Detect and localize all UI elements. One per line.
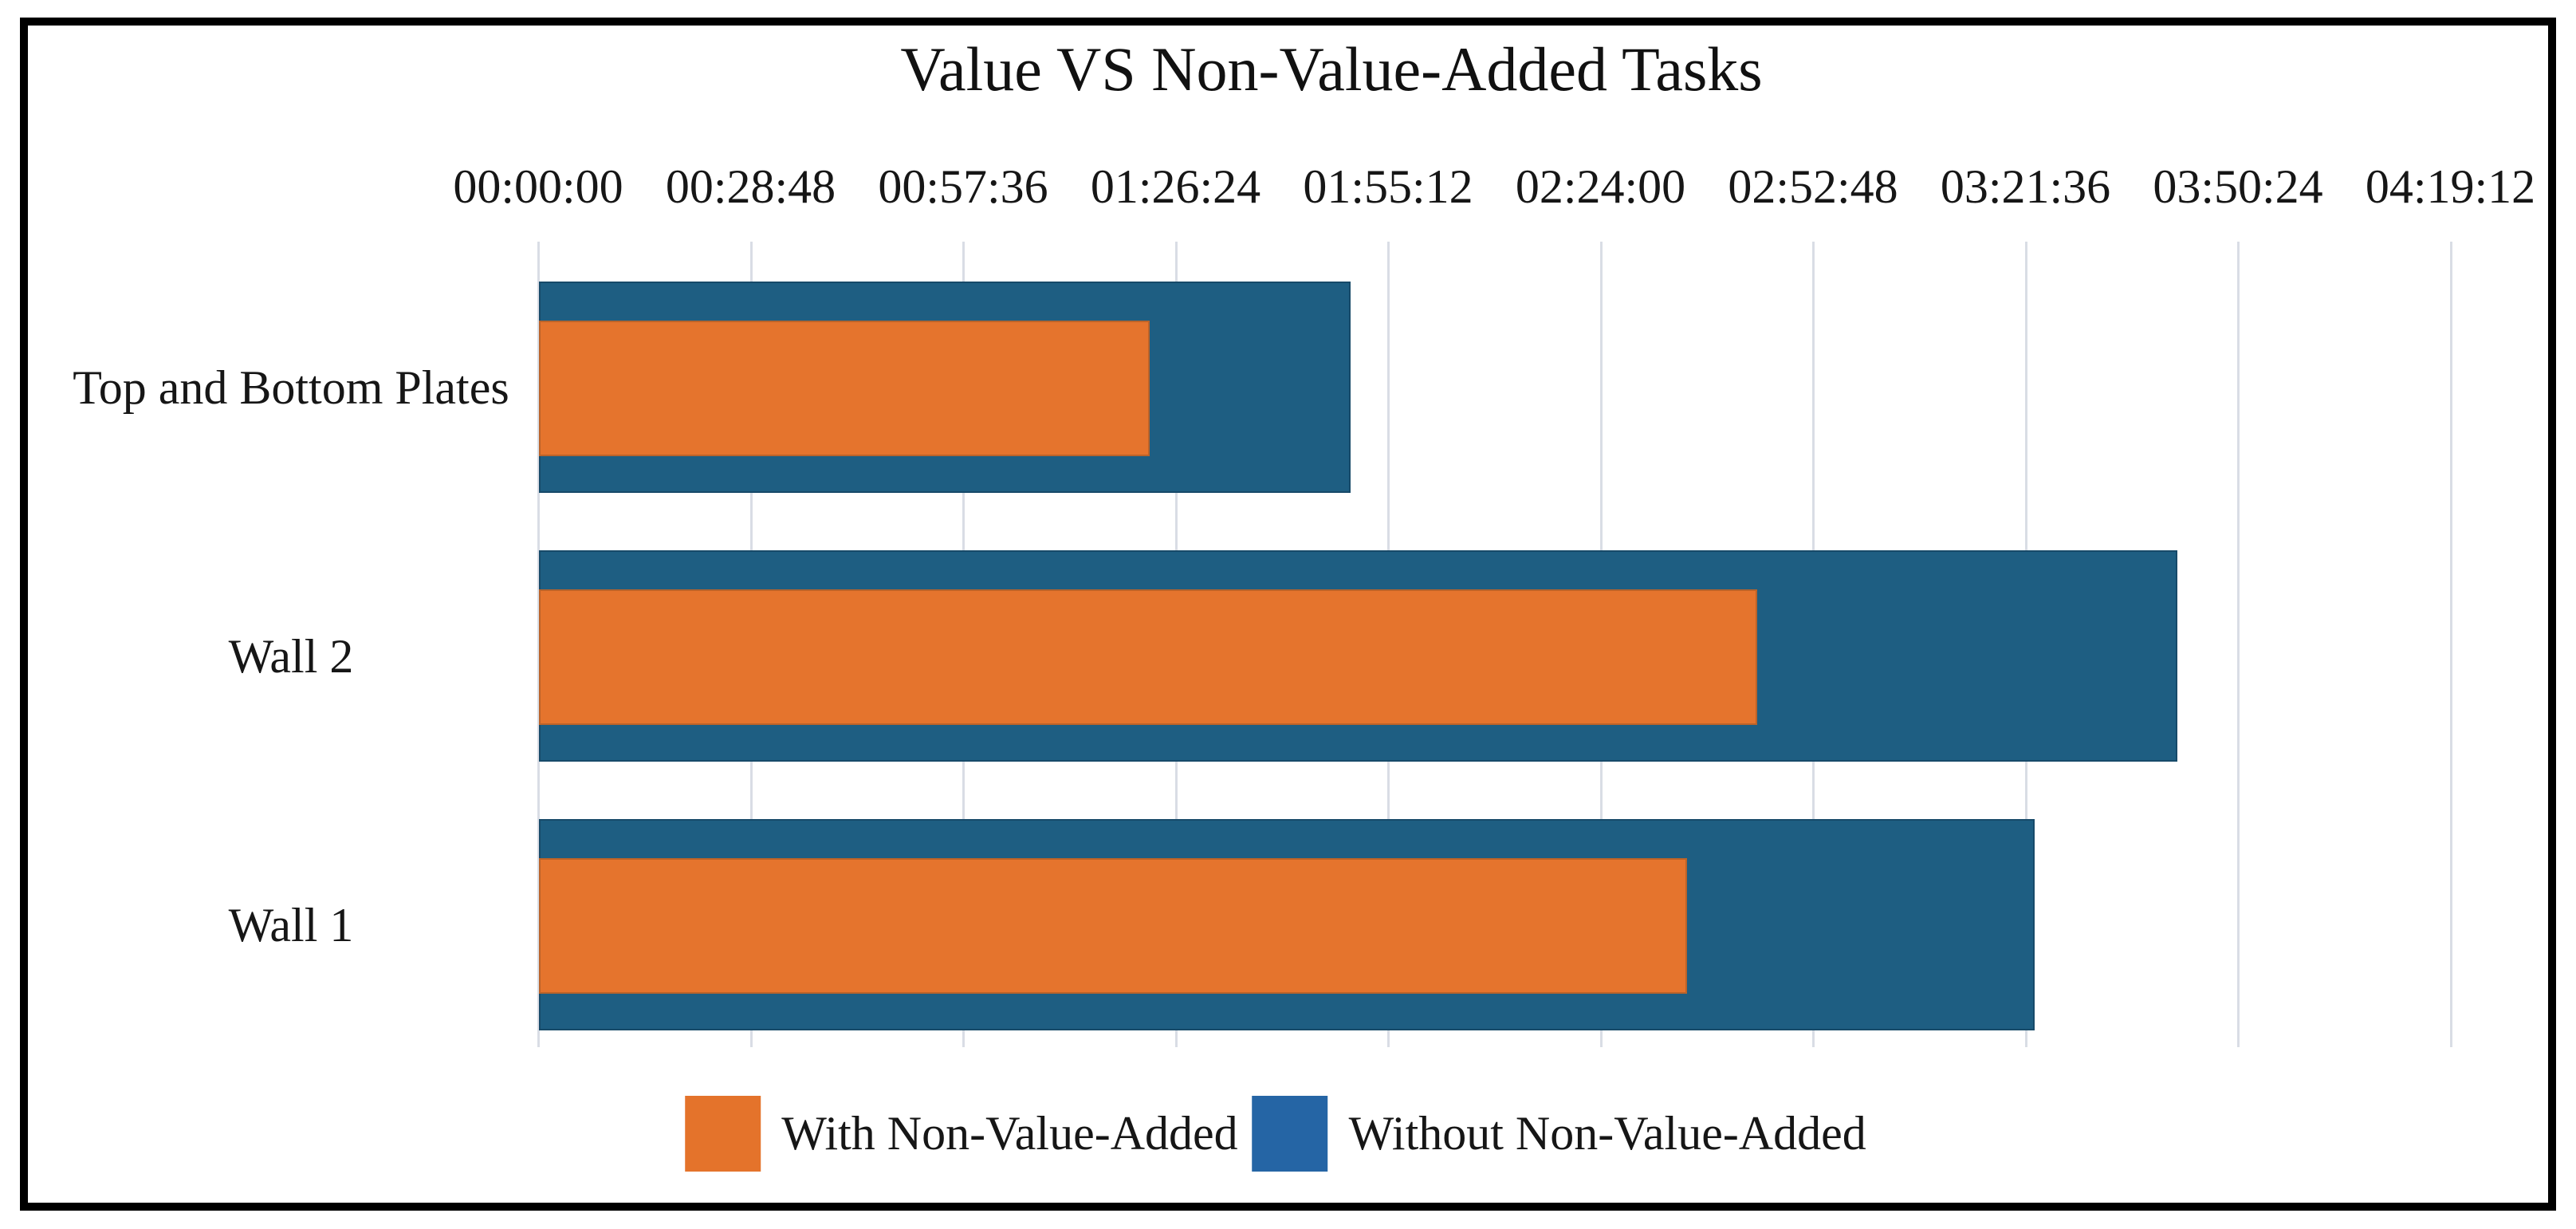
x-tick-label: 01:55:12 bbox=[1303, 160, 1473, 213]
legend-label: With Non-Value-Added bbox=[781, 1107, 1238, 1160]
x-tick-label: 02:52:48 bbox=[1728, 160, 1898, 213]
chart-title: Value VS Non-Value-Added Tasks bbox=[900, 34, 1763, 104]
bar-with-nva bbox=[539, 589, 1757, 725]
x-tick-label: 03:21:36 bbox=[1940, 160, 2111, 213]
x-tick-label: 03:50:24 bbox=[2153, 160, 2323, 213]
x-tick-label: 04:19:12 bbox=[2365, 160, 2536, 213]
legend-item: Without Non-Value-Added bbox=[1252, 1095, 1866, 1172]
category-label: Wall 1 bbox=[228, 898, 354, 951]
bar-with-nva bbox=[539, 321, 1150, 456]
gridline bbox=[537, 242, 540, 1047]
bar-with-nva bbox=[539, 858, 1687, 994]
x-tick-label: 01:26:24 bbox=[1090, 160, 1261, 213]
gridline bbox=[2237, 242, 2240, 1047]
legend-label: Without Non-Value-Added bbox=[1348, 1107, 1866, 1160]
x-tick-label: 00:00:00 bbox=[453, 160, 623, 213]
x-tick-label: 02:24:00 bbox=[1515, 160, 1686, 213]
legend: With Non-Value-Added Without Non-Value-Ad… bbox=[685, 1094, 1866, 1172]
legend-swatch bbox=[685, 1095, 761, 1172]
category-label: Top and Bottom Plates bbox=[73, 360, 509, 414]
x-tick-label: 00:57:36 bbox=[878, 160, 1048, 213]
gridline bbox=[2449, 242, 2452, 1047]
legend-item: With Non-Value-Added bbox=[685, 1095, 1238, 1172]
legend-swatch bbox=[1252, 1095, 1328, 1172]
category-label: Wall 2 bbox=[228, 629, 354, 683]
x-tick-label: 00:28:48 bbox=[665, 160, 836, 213]
